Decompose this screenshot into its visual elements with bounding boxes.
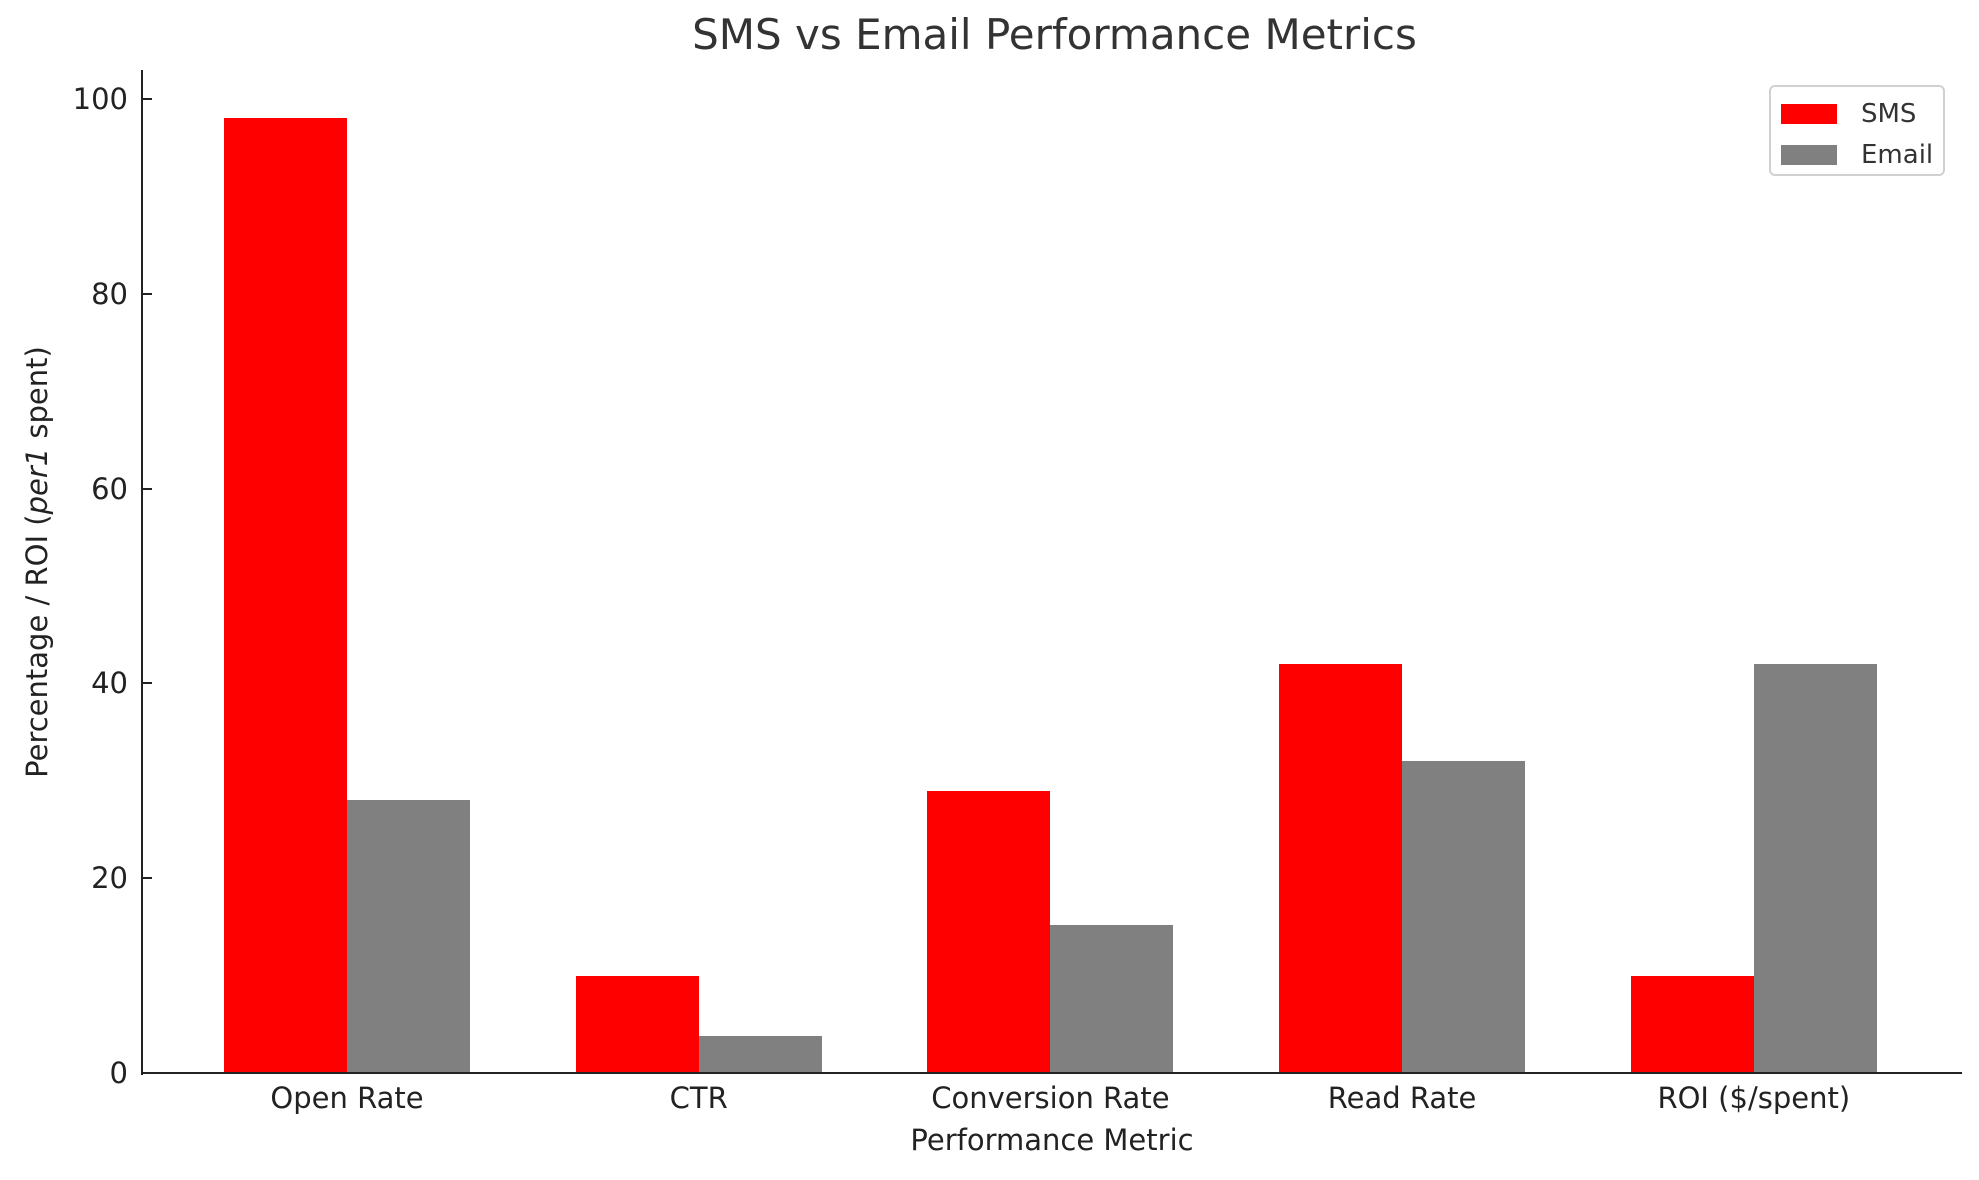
y-tick <box>143 292 152 295</box>
x-tick-label: Conversion Rate <box>931 1081 1170 1115</box>
y-axis-label: Percentage / ROI (per1 spent) <box>19 346 55 778</box>
y-tick <box>143 98 152 100</box>
y-axis-line <box>141 70 143 1075</box>
bar-email-4 <box>1753 663 1877 1073</box>
legend-label-sms: SMS <box>1861 99 1917 129</box>
y-axis-label-prefix: Percentage / ROI ( <box>20 514 54 778</box>
x-tick-label: Open Rate <box>270 1081 424 1115</box>
legend: SMS Email <box>1769 85 1945 176</box>
chart-title: SMS vs Email Performance Metrics <box>692 10 1417 59</box>
bar-email-1 <box>698 1035 822 1073</box>
y-axis-label-suffix: spent) <box>20 346 54 448</box>
y-tick-label: 60 <box>91 471 128 506</box>
y-tick-label: 80 <box>91 276 128 311</box>
bar-email-3 <box>1402 761 1526 1073</box>
y-tick <box>143 487 152 490</box>
bar-email-0 <box>347 800 470 1073</box>
y-tick <box>143 682 152 685</box>
x-tick-label: Read Rate <box>1327 1081 1477 1115</box>
bar-sms-2 <box>927 790 1051 1073</box>
bar-sms-4 <box>1630 975 1754 1073</box>
x-axis-label: Performance Metric <box>910 1123 1194 1157</box>
y-tick <box>143 877 152 880</box>
y-tick-label: 100 <box>72 82 128 116</box>
bar-sms-3 <box>1279 663 1403 1073</box>
y-tick-label: 0 <box>109 1056 128 1090</box>
legend-swatch-email <box>1781 145 1837 165</box>
legend-label-email: Email <box>1861 140 1934 170</box>
x-tick-label: ROI ($/spent) <box>1657 1081 1851 1115</box>
legend-item-email: Email <box>1781 140 1933 170</box>
bar-sms-1 <box>575 975 699 1073</box>
bar-email-2 <box>1050 924 1174 1073</box>
x-axis-line <box>141 1072 1962 1074</box>
legend-item-sms: SMS <box>1781 99 1916 129</box>
y-tick-label: 40 <box>91 666 128 701</box>
y-tick-label: 20 <box>91 861 128 896</box>
legend-swatch-sms <box>1781 104 1837 124</box>
bar-sms-0 <box>224 118 347 1073</box>
x-tick-label: CTR <box>669 1081 728 1115</box>
